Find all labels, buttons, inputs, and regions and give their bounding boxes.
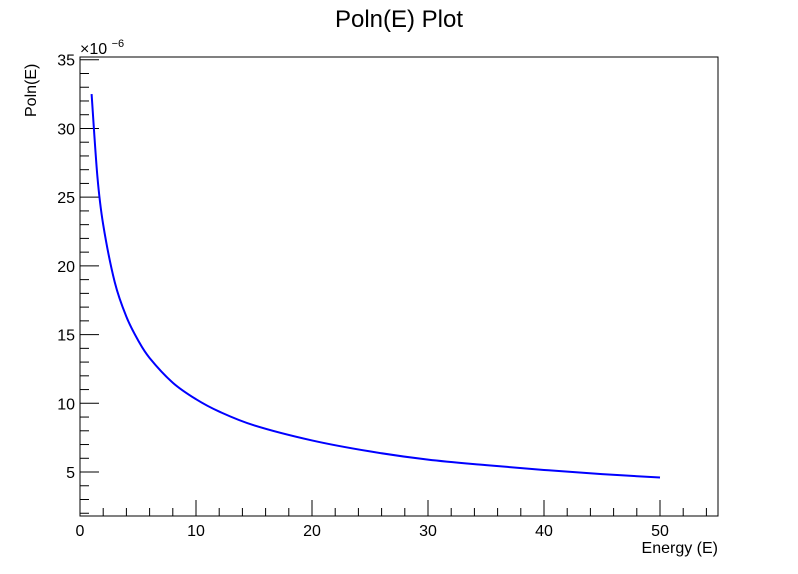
y-axis-label: Poln(E) — [23, 64, 40, 117]
y-tick-label: 15 — [57, 328, 75, 345]
y-axis-multiplier-base: ×10 — [80, 41, 107, 58]
y-tick-label: 30 — [57, 121, 75, 138]
y-tick-label: 20 — [57, 259, 75, 276]
series-line — [90, 94, 661, 479]
x-tick-label: 20 — [303, 523, 321, 540]
y-axis-multiplier: ×10 −6 — [80, 38, 124, 58]
y-tick-label: 10 — [57, 396, 75, 413]
plot-frame — [79, 56, 719, 517]
y-axis-multiplier-exponent: −6 — [112, 38, 125, 50]
x-axis: 0 10 20 30 40 50 — [76, 500, 707, 540]
x-axis-label: Energy (E) — [642, 540, 718, 557]
x-tick-label: 10 — [187, 523, 205, 540]
y-tick-label: 5 — [66, 465, 75, 482]
y-axis: 5 10 15 20 25 30 35 — [57, 53, 99, 514]
chart-title: Poln(E) Plot — [335, 6, 463, 33]
y-tick-label: 35 — [57, 53, 75, 70]
series-layer — [90, 94, 661, 479]
y-tick-label: 25 — [57, 190, 75, 207]
x-tick-label: 50 — [651, 523, 669, 540]
x-tick-label: 30 — [419, 523, 437, 540]
x-tick-label: 0 — [76, 523, 85, 540]
x-tick-label: 40 — [535, 523, 553, 540]
